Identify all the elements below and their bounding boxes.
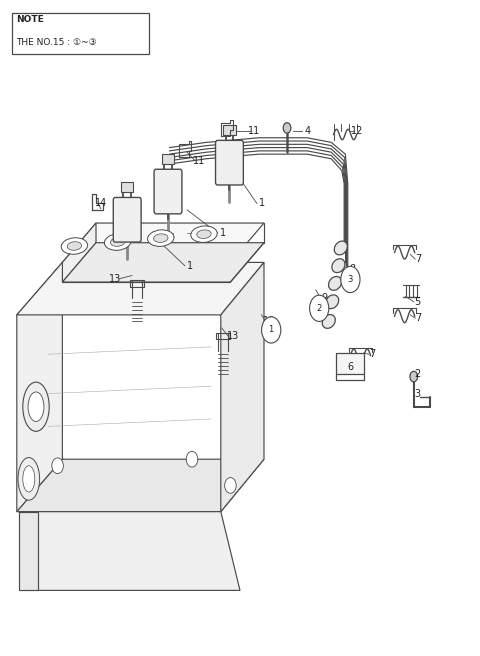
Polygon shape xyxy=(17,262,264,315)
Text: THE NO.15 : ①~③: THE NO.15 : ①~③ xyxy=(16,38,96,47)
Circle shape xyxy=(410,371,418,382)
Circle shape xyxy=(310,295,329,321)
Circle shape xyxy=(341,266,360,293)
Text: 4: 4 xyxy=(304,126,310,136)
Ellipse shape xyxy=(197,230,211,239)
Ellipse shape xyxy=(325,295,339,309)
Text: 2: 2 xyxy=(414,369,421,379)
Ellipse shape xyxy=(18,458,39,500)
Text: 14: 14 xyxy=(95,198,107,209)
Text: 11: 11 xyxy=(193,155,205,166)
Circle shape xyxy=(186,451,198,467)
Ellipse shape xyxy=(328,276,342,291)
Ellipse shape xyxy=(23,382,49,432)
Bar xyxy=(162,154,174,164)
Ellipse shape xyxy=(110,237,125,247)
Text: 1: 1 xyxy=(259,198,264,209)
Text: 11: 11 xyxy=(248,126,261,136)
Ellipse shape xyxy=(28,392,44,421)
Text: 9: 9 xyxy=(321,293,327,304)
Ellipse shape xyxy=(23,466,35,492)
Polygon shape xyxy=(221,262,264,512)
Ellipse shape xyxy=(332,258,345,273)
Ellipse shape xyxy=(334,241,348,255)
Ellipse shape xyxy=(105,234,131,251)
Text: 3: 3 xyxy=(415,388,420,399)
Circle shape xyxy=(262,317,281,343)
Polygon shape xyxy=(19,512,38,590)
Bar xyxy=(121,182,133,192)
Ellipse shape xyxy=(67,241,82,251)
Circle shape xyxy=(225,478,236,493)
FancyBboxPatch shape xyxy=(216,140,243,185)
Text: 3: 3 xyxy=(348,275,353,284)
FancyBboxPatch shape xyxy=(113,197,141,242)
Text: 2: 2 xyxy=(317,304,322,313)
Polygon shape xyxy=(62,223,96,282)
FancyBboxPatch shape xyxy=(154,169,182,214)
Polygon shape xyxy=(17,262,62,512)
Text: 13: 13 xyxy=(227,331,239,341)
Polygon shape xyxy=(62,243,264,282)
Text: 13: 13 xyxy=(109,274,121,284)
Ellipse shape xyxy=(154,234,168,243)
Text: 12: 12 xyxy=(351,126,364,136)
Circle shape xyxy=(52,458,63,474)
Text: 5: 5 xyxy=(414,297,421,307)
Polygon shape xyxy=(17,459,264,512)
Text: 10: 10 xyxy=(263,316,275,327)
Text: 1: 1 xyxy=(269,325,274,335)
Text: 1: 1 xyxy=(220,228,226,238)
Polygon shape xyxy=(19,512,240,590)
Text: 7: 7 xyxy=(415,254,422,264)
Text: 6: 6 xyxy=(348,362,353,373)
Bar xyxy=(223,125,236,135)
Polygon shape xyxy=(62,223,264,262)
Text: 1: 1 xyxy=(187,260,192,271)
Text: NOTE: NOTE xyxy=(16,15,44,24)
Ellipse shape xyxy=(61,237,87,255)
Bar xyxy=(336,353,364,374)
Text: 8: 8 xyxy=(350,264,356,274)
Ellipse shape xyxy=(191,226,217,243)
Ellipse shape xyxy=(322,314,336,329)
Text: 7: 7 xyxy=(415,313,422,323)
Bar xyxy=(12,13,149,54)
Text: 7: 7 xyxy=(369,349,375,359)
Circle shape xyxy=(283,123,291,133)
Ellipse shape xyxy=(148,230,174,247)
